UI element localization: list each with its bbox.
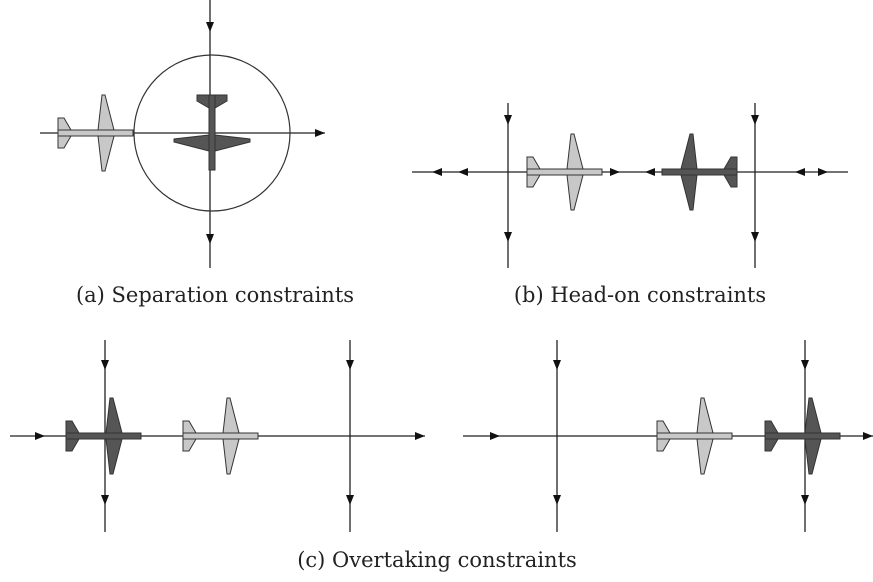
caption: (c) Overtaking constraints [297,548,577,572]
panel-a [40,0,325,268]
panel-b [412,103,848,268]
caption: (b) Head-on constraints [513,283,767,307]
caption: (a) Separation constraints [75,283,355,307]
panel-c-left [10,340,425,532]
panel-c-right [463,340,873,532]
